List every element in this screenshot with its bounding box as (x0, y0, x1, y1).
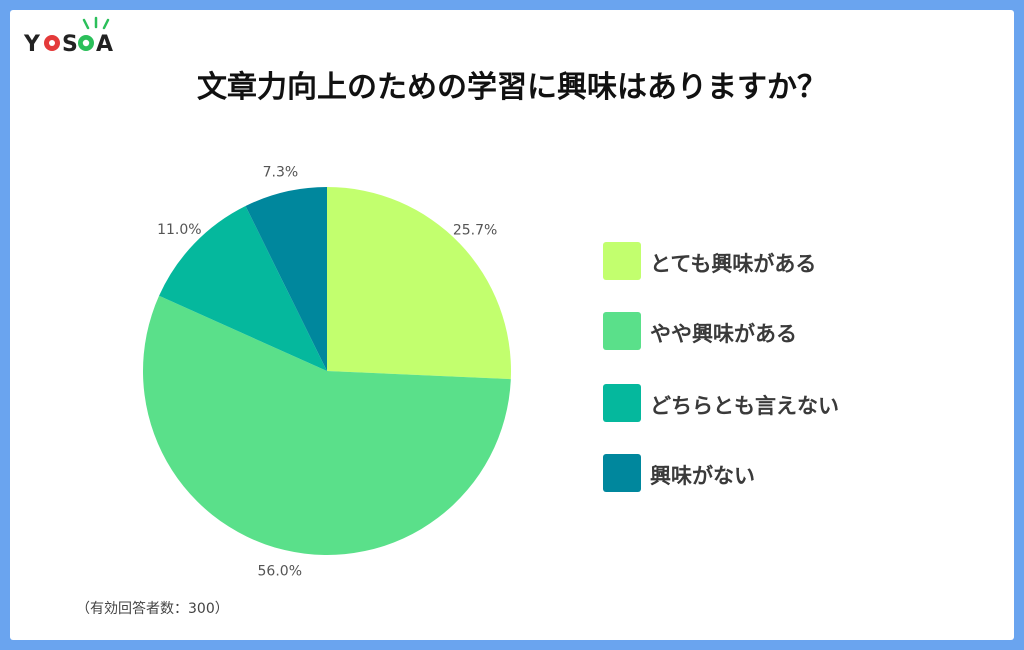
legend-label: どちらとも言えない (650, 394, 839, 418)
legend-label: やや興味がある (650, 322, 797, 346)
svg-text:Y: Y (23, 32, 41, 57)
respondent-count-note: （有効回答者数：300） (76, 601, 229, 617)
slice-percentage-label: 25.7% (453, 222, 497, 238)
yosca-logo: Y S A (22, 16, 122, 60)
slice-not-interested (245, 187, 327, 371)
slice-very-interested (327, 187, 511, 380)
legend-item-very-interested: とても興味がある (603, 242, 923, 282)
legend-item-not-interested: 興味がない (603, 454, 923, 494)
svg-text:A: A (96, 32, 113, 57)
slice-neutral (159, 206, 327, 371)
chart-title: 文章力向上のための学習に興味はありますか？ (197, 70, 827, 105)
logo-spark-icon (82, 16, 110, 30)
legend-swatch (603, 454, 641, 492)
legend-label: 興味がない (650, 464, 755, 488)
legend-swatch (603, 384, 641, 422)
legend-swatch (603, 242, 641, 280)
chart-frame: Y S A 文章力向上のための学習に興味はありますか？ 25.7% 56.0% 11… (10, 10, 1014, 640)
svg-text:S: S (62, 32, 78, 57)
pie-chart: 25.7% 56.0% 11.0% 7.3% (142, 164, 511, 579)
legend-label: とても興味がある (650, 252, 817, 276)
legend-item-somewhat-interested: やや興味がある (603, 312, 923, 352)
slice-percentage-label: 7.3% (263, 164, 299, 180)
slice-somewhat-interested (142, 295, 511, 556)
logo-wordmark: Y S A (23, 32, 113, 57)
legend-item-neutral: どちらとも言えない (603, 384, 923, 424)
slice-percentage-label: 11.0% (157, 222, 201, 238)
legend-swatch (603, 312, 641, 350)
slice-percentage-label: 56.0% (258, 563, 302, 579)
